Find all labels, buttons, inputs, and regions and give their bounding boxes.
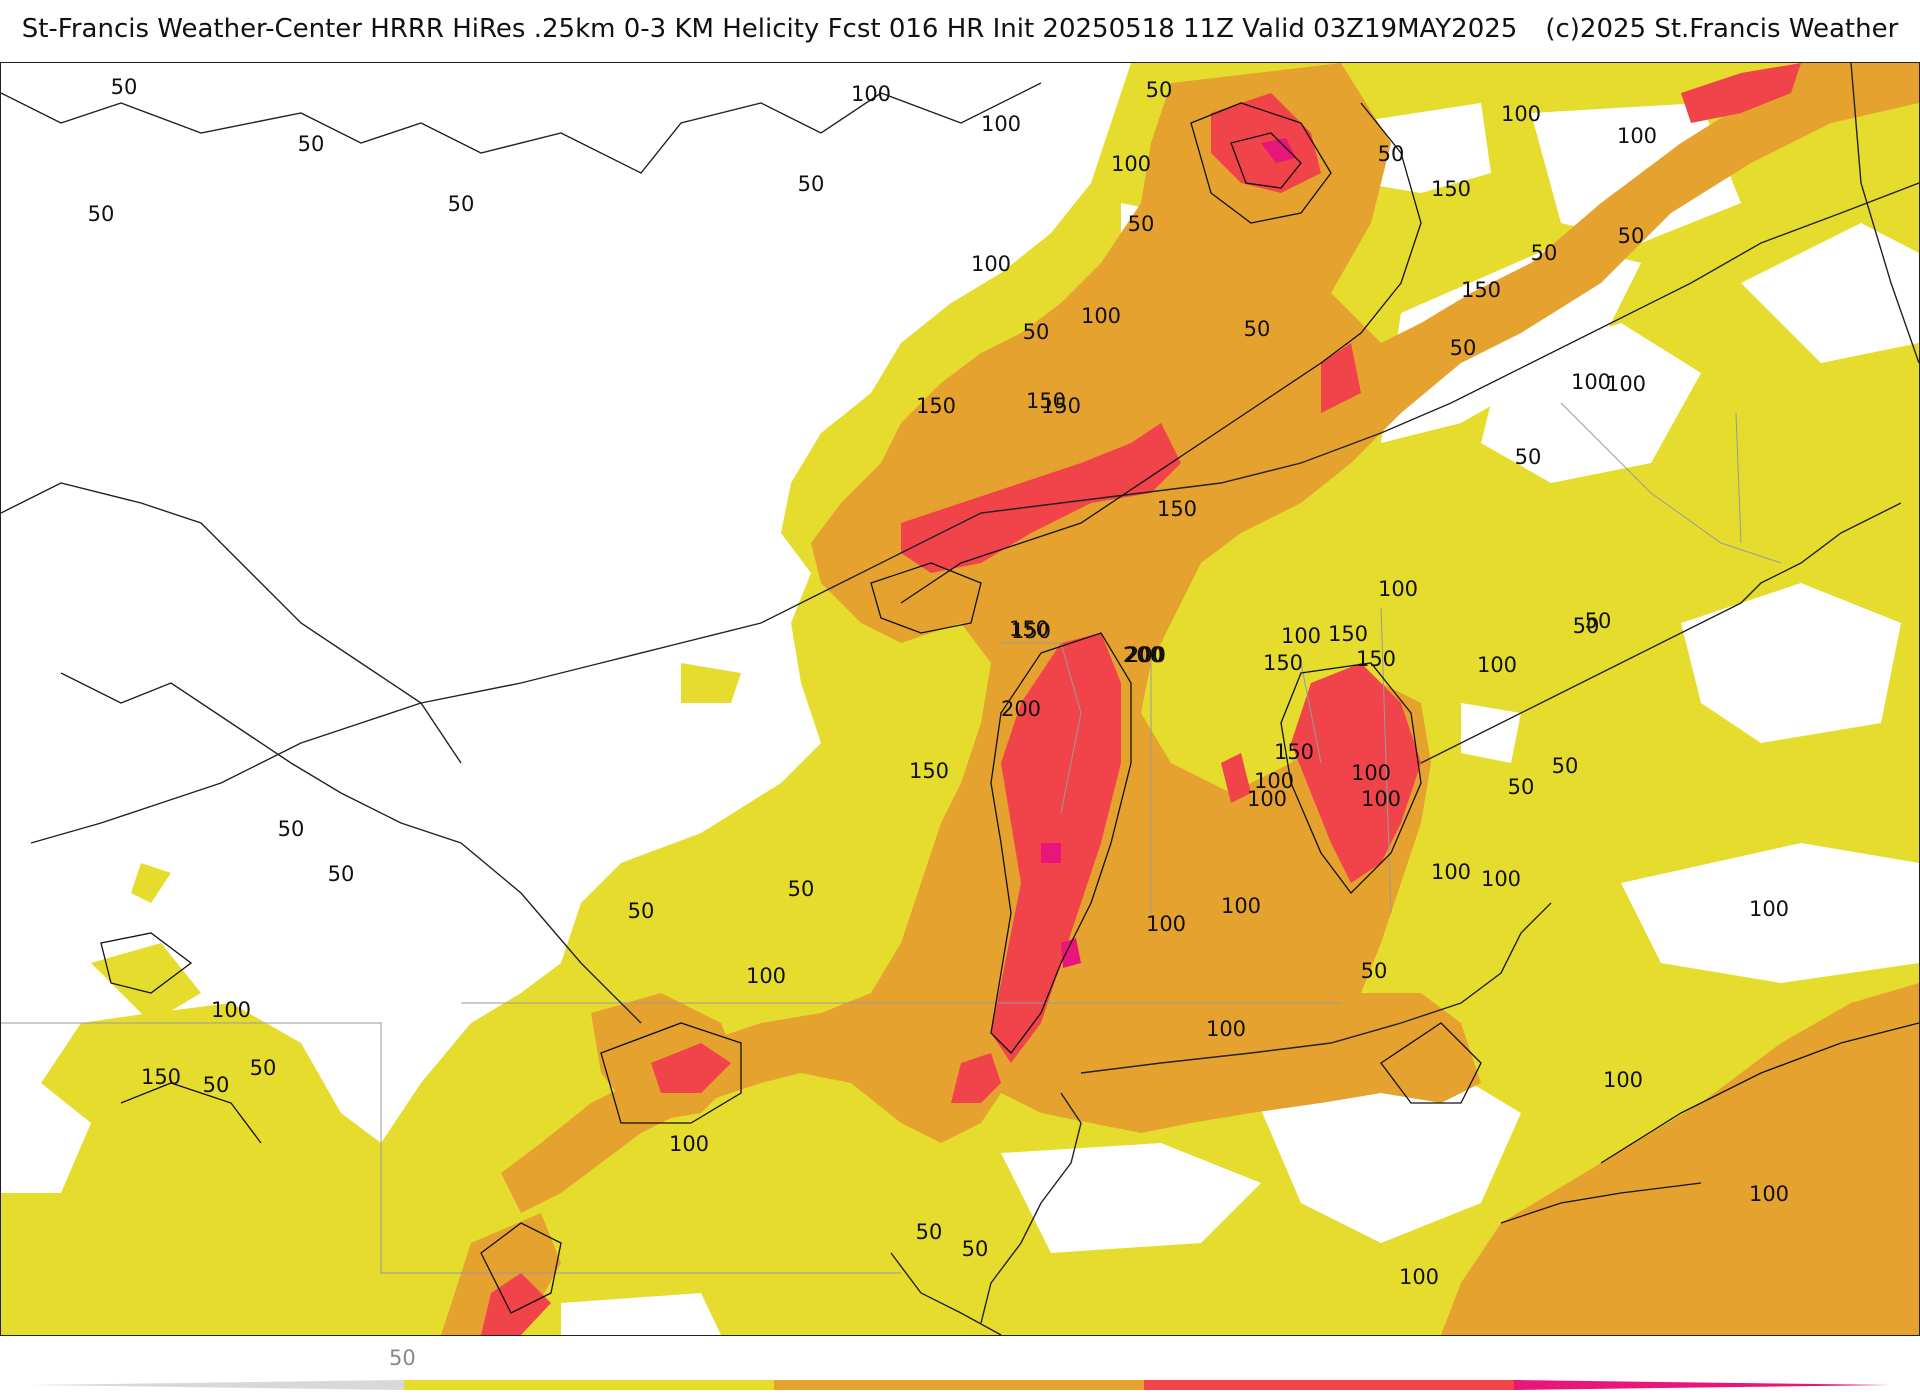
colorbar-band-150 xyxy=(1144,1380,1514,1390)
colorbar-band-100 xyxy=(774,1380,1144,1390)
contour-label: 150 xyxy=(1274,740,1314,764)
contour-label: 150 xyxy=(1263,651,1303,675)
colorbar-tick-label: 50 xyxy=(389,1346,416,1370)
contour-label: 100 xyxy=(1617,124,1657,148)
contour-label: 50 xyxy=(328,862,355,886)
copyright-text: (c)2025 St.Francis Weather xyxy=(1545,14,1899,44)
contour-label: 100 xyxy=(971,252,1011,276)
contour-label: 50 xyxy=(1552,754,1579,778)
contour-label: 100 xyxy=(1281,624,1321,648)
contour-label: 100 xyxy=(1749,1182,1789,1206)
contour-label: 150 xyxy=(1026,389,1066,413)
contour-label: 100 xyxy=(1378,577,1418,601)
contour-label: 50 xyxy=(278,817,305,841)
contour-label: 100 xyxy=(1361,787,1401,811)
contour-label: 50 xyxy=(788,877,815,901)
contour-label: 150 xyxy=(1431,177,1471,201)
contour-label: 100 xyxy=(211,998,251,1022)
contour-label: 100 xyxy=(746,964,786,988)
contour-label: 100 xyxy=(981,112,1021,136)
contour-label: 150 xyxy=(916,394,956,418)
contour-label: 100 xyxy=(1477,653,1517,677)
contour-label: 50 xyxy=(111,75,138,99)
contour-label: 50 xyxy=(1508,775,1535,799)
colorbar-band-50 xyxy=(404,1380,774,1390)
contour-label: 50 xyxy=(1023,320,1050,344)
contour-label: 150 xyxy=(1041,394,1081,418)
contour-label: 100 xyxy=(1254,769,1294,793)
contour-label: 100 xyxy=(1399,1265,1439,1289)
contour-label: 50 xyxy=(203,1073,230,1097)
contour-label: 50 xyxy=(1128,212,1155,236)
contour-label: 100 xyxy=(1431,860,1471,884)
map-panel: 50 50 50 50 50 100 100 50 50 50 100 100 50 150 100 100 1… xyxy=(0,62,1920,1336)
contour-label: 100 xyxy=(1603,1068,1643,1092)
colorbar-low-arrow xyxy=(30,1380,404,1390)
helicity-band-200 xyxy=(1041,138,1296,968)
helicity-contours xyxy=(100,102,1919,1314)
contour-label: 100 xyxy=(1481,867,1521,891)
contour-label: 50 xyxy=(1585,609,1612,633)
contour-label: 50 xyxy=(628,899,655,923)
contour-label: 50 xyxy=(88,202,115,226)
contour-label: 100 xyxy=(669,1132,709,1156)
political-borders xyxy=(1,402,1782,1274)
contour-label: 150 xyxy=(1461,278,1501,302)
contour-label: 150 xyxy=(1009,617,1049,641)
title-text: St-Francis Weather-Center HRRR HiRes .25… xyxy=(21,14,1518,44)
contour-label: 150 xyxy=(909,759,949,783)
contour-label: 50 xyxy=(1618,224,1645,248)
contour-label: 150 xyxy=(1328,622,1368,646)
contour-label: 150 xyxy=(1157,497,1197,521)
contour-label: 50 xyxy=(1244,317,1271,341)
contour-label: 100 xyxy=(851,82,891,106)
contour-label: 100 xyxy=(1081,304,1121,328)
contour-label: 100 xyxy=(1606,372,1646,396)
contour-label: 50 xyxy=(250,1056,277,1080)
contour-label: 200 xyxy=(1123,643,1163,667)
contour-label: 50 xyxy=(448,192,475,216)
contour-label: 100 xyxy=(1351,761,1391,785)
coastlines xyxy=(1,63,1919,1335)
contour-label: 100 xyxy=(1501,102,1541,126)
contour-label: 50 xyxy=(298,132,325,156)
map-title: St-Francis Weather-Center HRRR HiRes .25… xyxy=(0,14,1920,44)
contour-label: 100 xyxy=(1247,787,1287,811)
contour-label: 100 xyxy=(1749,897,1789,921)
helicity-colorbar xyxy=(30,1380,1890,1390)
contour-label: 200 xyxy=(1124,643,1164,667)
colorbar-band-200 xyxy=(1514,1380,1890,1390)
contour-label: 50 xyxy=(1450,336,1477,360)
contour-label: 150 xyxy=(1011,619,1051,643)
contour-label: 150 xyxy=(141,1065,181,1089)
contour-label: 100 xyxy=(1146,912,1186,936)
contour-label: 150 xyxy=(1356,647,1396,671)
contour-label: 200 xyxy=(1001,697,1041,721)
contour-label: 50 xyxy=(962,1237,989,1261)
contour-label: 50 xyxy=(1531,241,1558,265)
contour-label: 50 xyxy=(1146,78,1173,102)
contour-label: 100 xyxy=(1571,370,1611,394)
contour-label: 50 xyxy=(1378,142,1405,166)
contour-label: 50 xyxy=(1361,959,1388,983)
contour-label: 100 xyxy=(1221,894,1261,918)
contour-label: 50 xyxy=(798,172,825,196)
contour-label: 50 xyxy=(916,1220,943,1244)
contour-label: 200 xyxy=(1126,643,1166,667)
contour-label: 50 xyxy=(1515,445,1542,469)
contour-label: 100 xyxy=(1111,152,1151,176)
contour-label: 50 xyxy=(1573,614,1600,638)
contour-label: 100 xyxy=(1206,1017,1246,1041)
